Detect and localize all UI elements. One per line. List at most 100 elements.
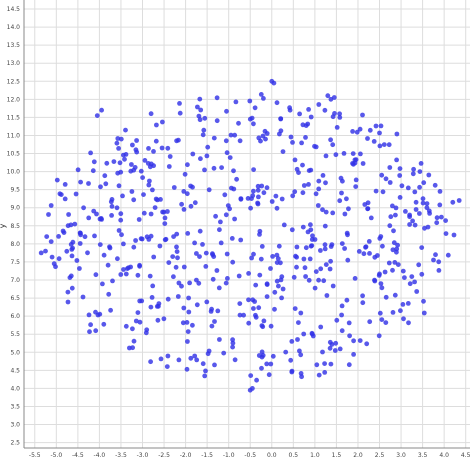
data-point [109,213,114,218]
data-point [432,182,438,188]
data-point [188,203,194,209]
data-point [324,293,330,298]
data-point [56,234,61,239]
data-point [269,199,275,204]
data-point [212,362,217,368]
data-point [159,145,165,151]
data-point [368,215,374,221]
data-point [86,312,92,318]
data-point [69,247,75,252]
data-point [122,156,127,162]
data-point [329,242,335,248]
data-point [57,191,63,197]
data-point [38,250,44,256]
data-point [100,281,105,287]
data-point [320,349,325,355]
data-point [165,209,170,214]
data-point [223,280,229,286]
data-point [211,165,217,171]
data-point [176,357,182,363]
data-point [116,183,122,189]
data-point [184,320,190,325]
data-point [256,135,262,141]
data-point [200,132,206,138]
x-tick-label: 1.0 [310,452,320,459]
data-point [182,171,188,177]
data-point [88,322,93,328]
data-point [400,268,406,274]
data-point [320,207,325,213]
data-point [339,328,345,334]
data-point [93,309,98,315]
data-point [211,135,217,141]
data-point [309,237,315,242]
y-tick-label: 2.5 [10,440,20,447]
data-point [322,242,328,248]
data-point [114,140,120,146]
data-point [255,201,261,207]
data-point [289,369,295,375]
data-point [202,115,208,121]
x-tick-label: 3.0 [396,452,406,459]
data-point [354,129,360,135]
data-point [93,272,99,278]
data-point [256,194,261,200]
data-point [419,245,425,251]
data-point [303,123,309,128]
data-point [214,268,220,273]
data-point [139,298,145,304]
data-point [405,301,411,306]
data-point [327,339,333,345]
data-point [337,111,342,117]
data-point [281,222,287,228]
data-point [224,150,230,156]
data-point [306,107,311,112]
x-tick-labels: -5.5 -5.0 -4.5 -4.0 -3.5 -3.0 -2.5 -2.0 -1.5 -1.0… [29,452,471,459]
data-point [223,138,229,144]
data-point [185,329,191,334]
data-point [264,294,270,299]
data-point [264,131,270,136]
data-point [103,181,109,187]
data-point [360,112,365,118]
data-point [380,189,386,195]
data-point [322,223,328,229]
data-point [131,197,137,203]
data-point [118,272,124,277]
data-point [261,318,267,324]
data-point [148,304,154,310]
data-point [51,261,57,267]
data-point [365,136,370,141]
data-point [410,171,416,177]
data-point [272,289,278,295]
data-point [151,149,156,154]
data-point [98,184,103,190]
data-point [261,96,266,101]
y-tick-label: 6.5 [10,295,20,302]
data-point [233,99,239,105]
data-point [321,278,327,284]
data-point [123,271,129,277]
data-point [150,283,156,289]
data-point [213,213,219,219]
data-point [181,305,187,311]
data-point [323,262,329,267]
data-point [296,320,301,325]
data-point [194,357,200,363]
data-point [165,353,171,359]
data-point [256,353,262,358]
data-point [221,350,227,356]
y-tick-labels: 2.5 3.0 3.5 4.0 4.5 5.0 5.5 6.0 6.5 7.0 7.5 8.0 8.5 9… [7,6,21,447]
data-point [227,155,233,161]
data-point [123,152,129,157]
data-point [294,254,299,260]
data-point [309,243,315,249]
data-point [383,320,389,325]
data-point [310,233,315,239]
data-point [232,132,238,138]
x-tick-label: -1.0 [223,452,235,459]
data-point [405,185,411,191]
data-point [97,216,103,222]
x-tick-label: 4.5 [461,452,471,459]
data-point [214,95,220,101]
